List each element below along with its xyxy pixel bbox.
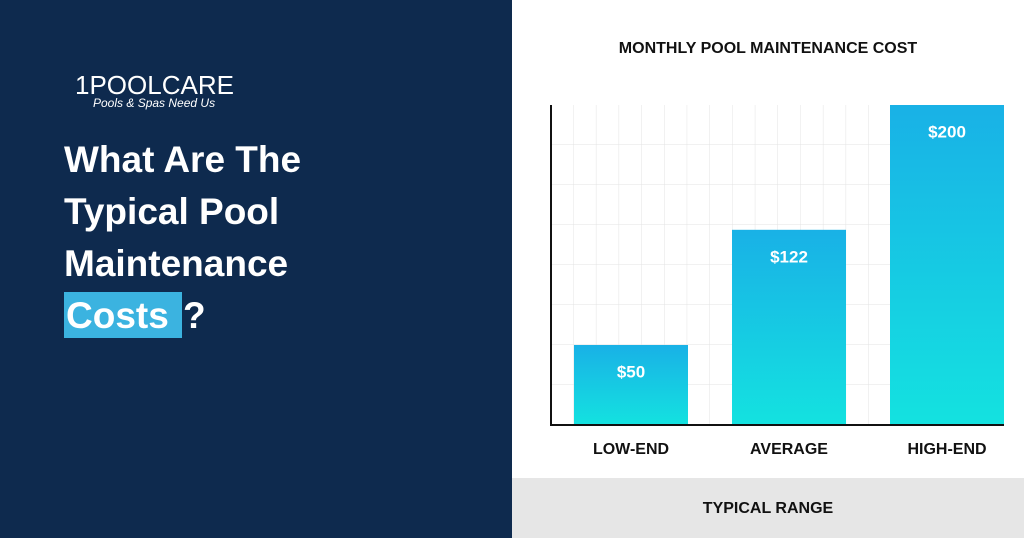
logo-tagline: Pools & Spas Need Us (93, 96, 215, 110)
bar (890, 105, 1004, 425)
bar (574, 345, 688, 425)
chart-title: MONTHLY POOL MAINTENANCE COST (619, 40, 918, 57)
left-panel (0, 0, 512, 538)
value-label: $122 (770, 247, 808, 266)
x-axis-label: TYPICAL RANGE (703, 500, 834, 517)
headline-highlight: Costs (66, 295, 169, 336)
headline-line: What Are The (64, 139, 301, 180)
value-label: $50 (617, 362, 645, 381)
highlight-box (64, 292, 182, 338)
footer-band (512, 478, 1024, 538)
x-tick-label: LOW-END (593, 441, 669, 458)
logo: 1POOLCARE (75, 70, 234, 100)
headline-end: ? (183, 295, 206, 336)
value-label: $200 (928, 122, 966, 141)
headline-line: Typical Pool (64, 191, 279, 232)
x-tick-label: AVERAGE (750, 441, 828, 458)
headline-line: Maintenance (64, 243, 288, 284)
x-tick-label: HIGH-END (907, 441, 986, 458)
bar (732, 229, 846, 425)
